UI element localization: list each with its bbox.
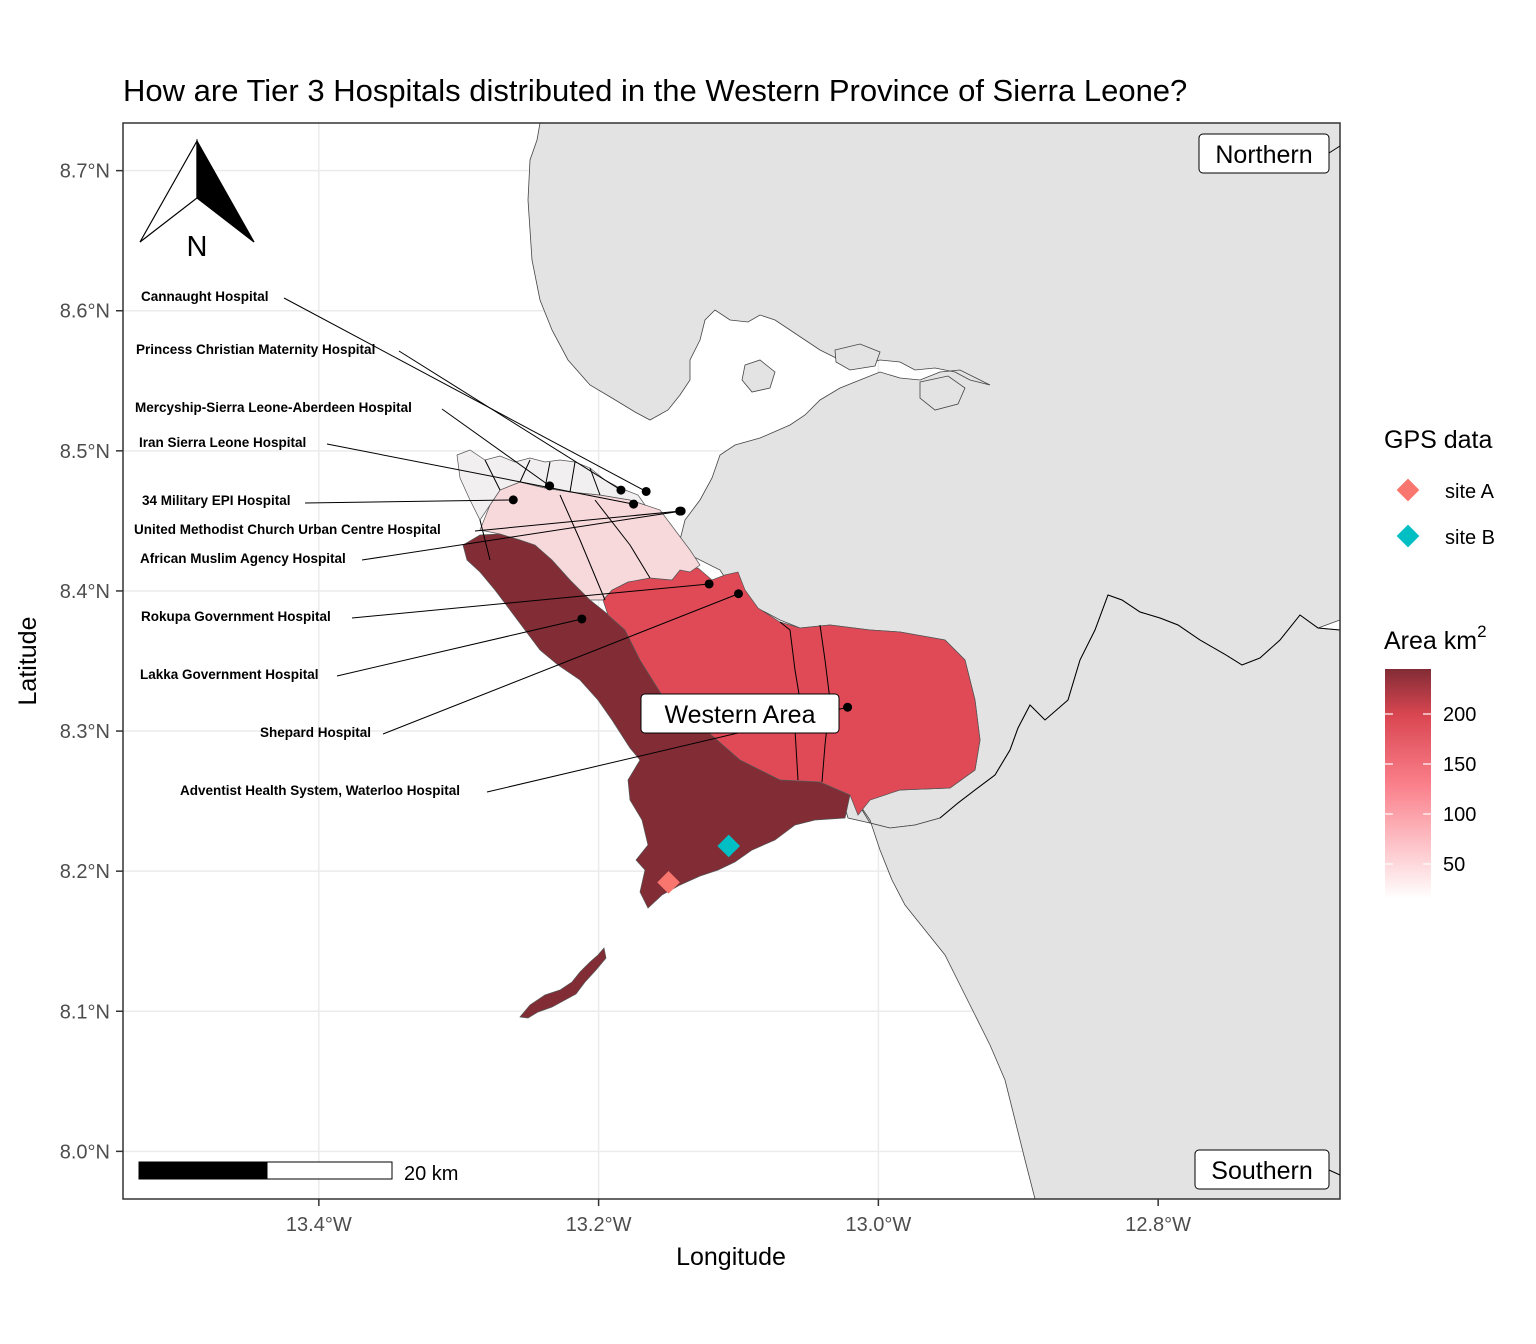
hospital-label-0: Cannaught Hospital	[141, 289, 269, 304]
legend-site-a-label: site A	[1445, 481, 1495, 503]
hospital-point-9	[733, 589, 743, 599]
hospital-leader-1	[398, 350, 622, 491]
gps-site-markers	[657, 834, 741, 894]
legend-area-title-main: Area km	[1384, 627, 1477, 655]
x-axis-ticks: 13.4°W 13.2°W 13.0°W 12.8°W	[286, 1199, 1191, 1236]
y-tick-label-0: 8.7°N	[60, 161, 110, 183]
gps-marker-1	[717, 834, 741, 858]
scale-bar-black-segment	[138, 1161, 268, 1180]
hospital-label-10: Adventist Health System, Waterloo Hospit…	[180, 783, 460, 798]
hospital-label-2: Mercyship-Sierra Leone-Aberdeen Hospital	[135, 400, 412, 415]
scale-bar-label: 20 km	[404, 1163, 458, 1185]
hospital-label-6: African Muslim Agency Hospital	[140, 551, 346, 566]
hospital-label-1: Princess Christian Maternity Hospital	[136, 342, 375, 357]
colorbar-tick-label-3: 50	[1443, 854, 1465, 876]
hospital-leader-9	[382, 593, 739, 735]
y-tick-label-4: 8.3°N	[60, 721, 110, 743]
scale-bar: 20 km	[138, 1161, 458, 1185]
hospital-point-2	[545, 481, 555, 491]
hospital-points	[508, 481, 853, 712]
hospital-label-9: Shepard Hospital	[260, 725, 371, 740]
hospital-leader-8	[336, 618, 582, 677]
gps-marker-0	[657, 871, 680, 894]
x-tick-label-2: 13.0°W	[845, 1214, 911, 1236]
y-tick-label-6: 8.1°N	[60, 1001, 110, 1023]
hospital-labels: Cannaught Hospital Princess Christian Mat…	[134, 289, 460, 798]
district-western-rural-islands	[519, 947, 607, 1019]
region-label-western-area: Western Area	[640, 693, 840, 734]
colorbar-tick-label-0: 200	[1443, 704, 1476, 726]
x-tick-label-0: 13.4°W	[286, 1214, 352, 1236]
hospital-point-3	[629, 499, 639, 509]
north-arrow-right-half	[196, 138, 255, 243]
legend-area: Area km2 200 150 100 50	[1384, 622, 1487, 899]
hospital-leader-0	[283, 297, 647, 492]
north-arrow: N	[139, 138, 255, 263]
region-label-southern: Southern	[1194, 1149, 1341, 1190]
y-tick-label-1: 8.6°N	[60, 301, 110, 323]
legend-area-title: Area km2	[1384, 622, 1487, 655]
hospital-point-4	[508, 495, 518, 505]
y-axis-title: Latitude	[14, 617, 42, 706]
region-label-northern: Northern	[1198, 133, 1341, 174]
region-label-northern-text: Northern	[1215, 141, 1312, 169]
hospital-leader-3	[326, 443, 634, 505]
hospital-leader-4	[304, 499, 514, 504]
estuary-island	[919, 375, 966, 411]
north-arrow-label: N	[187, 231, 208, 263]
estuary-island	[741, 359, 776, 393]
scale-bar-white-segment	[266, 1161, 393, 1180]
province-boundary	[939, 594, 1340, 819]
legend-site-a-swatch	[1396, 478, 1420, 502]
hospital-leader-7	[351, 583, 710, 619]
y-tick-label-3: 8.4°N	[60, 581, 110, 603]
legend-gps: GPS data site A site B	[1384, 426, 1495, 549]
y-axis-ticks: 8.7°N 8.6°N 8.5°N 8.4°N 8.3°N 8.2°N 8.1°N 8.0°N	[60, 161, 123, 1163]
x-tick-label-3: 12.8°W	[1125, 1214, 1191, 1236]
hospital-point-8	[577, 614, 587, 624]
legend-site-b-label: site B	[1445, 527, 1495, 549]
hospital-label-7: Rokupa Government Hospital	[141, 609, 331, 624]
legend-gps-title: GPS data	[1384, 426, 1492, 454]
hospital-point-0	[641, 486, 651, 496]
y-tick-label-5: 8.2°N	[60, 861, 110, 883]
legend-site-b-swatch	[1396, 524, 1420, 548]
hospital-leader-6	[361, 510, 682, 561]
map-layer	[283, 123, 1340, 1199]
legend-area-title-superscript: 2	[1477, 622, 1486, 641]
colorbar-tick-label-2: 100	[1443, 804, 1476, 826]
hospital-leader-2	[441, 408, 550, 487]
hospital-label-8: Lakka Government Hospital	[140, 667, 319, 682]
x-axis-title: Longitude	[676, 1243, 786, 1271]
estuary-island	[834, 343, 881, 371]
region-label-western-text: Western Area	[664, 701, 815, 729]
area-colorbar	[1385, 669, 1431, 899]
hospital-point-7	[704, 579, 714, 589]
ward-boundaries	[479, 459, 651, 601]
y-tick-label-7: 8.0°N	[60, 1141, 110, 1163]
area-colorbar-ticks: 200 150 100 50	[1385, 704, 1476, 876]
region-label-southern-text: Southern	[1211, 1157, 1312, 1185]
colorbar-tick-label-1: 150	[1443, 754, 1476, 776]
x-tick-label-1: 13.2°W	[566, 1214, 632, 1236]
y-tick-label-2: 8.5°N	[60, 441, 110, 463]
panel-border	[122, 122, 1341, 1200]
hospital-point-1	[616, 485, 626, 495]
hospital-point-10	[843, 702, 853, 712]
hospital-leader-5	[474, 510, 680, 532]
chart-title: How are Tier 3 Hospitals distributed in …	[123, 73, 1187, 108]
hospital-leader-lines	[283, 297, 848, 793]
hospital-point-6	[676, 506, 686, 516]
hospital-label-3: Iran Sierra Leone Hospital	[139, 435, 306, 450]
hospital-label-5: United Methodist Church Urban Centre Hos…	[134, 522, 441, 537]
hospital-label-4: 34 Military EPI Hospital	[142, 493, 291, 508]
